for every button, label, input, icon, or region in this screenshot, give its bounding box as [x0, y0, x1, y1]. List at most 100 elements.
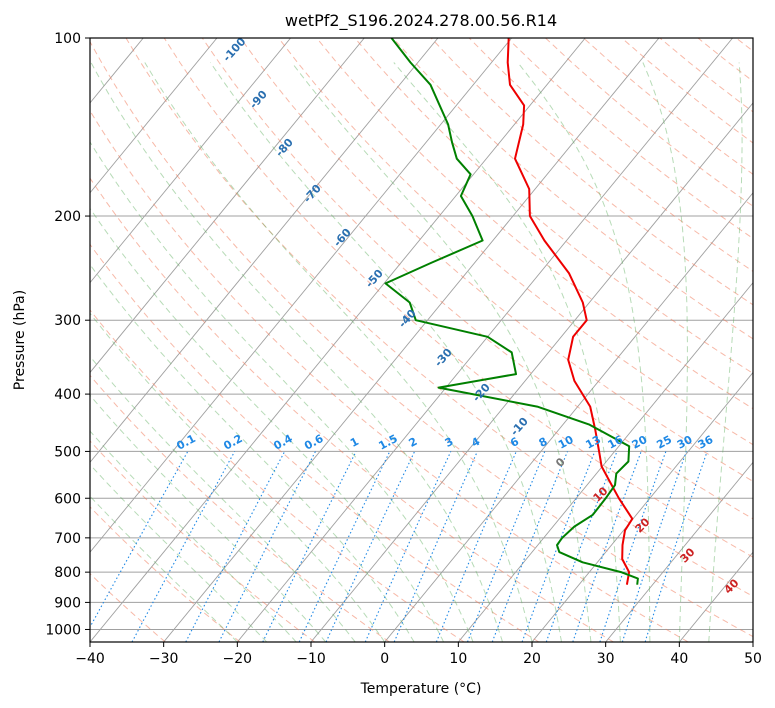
mixing-ratio-line: [393, 451, 478, 642]
dewpoint-profile-line: [384, 38, 639, 585]
isotherm-line: [90, 38, 586, 642]
mixing-ratio-line: [262, 451, 357, 642]
mixing-ratio-label: 36: [696, 433, 716, 452]
mixing-ratio-layer: [90, 451, 708, 642]
series-layer: [384, 38, 639, 585]
y-tick-label: 800: [54, 565, 81, 581]
dry-adiabat-line: [201, 38, 753, 520]
moist-adiabat-line: [90, 312, 386, 642]
mixing-ratio-line: [435, 451, 517, 642]
dry-adiabat-line: [90, 309, 465, 642]
y-tick-label: 900: [54, 595, 81, 611]
mixing-ratio-label: 0.6: [302, 432, 326, 453]
moist-adiabat-line: [90, 495, 238, 642]
mixing-ratio-label: 16: [606, 433, 626, 452]
y-tick-label: 400: [54, 387, 81, 403]
x-tick-label: −20: [223, 651, 253, 667]
isotherm-line: [384, 192, 753, 642]
moist-adiabat-line: [90, 62, 503, 642]
mixing-ratio-label: 20: [630, 433, 650, 452]
mixing-ratio-label: 3: [443, 435, 456, 450]
isotherm-line: [0, 38, 70, 642]
y-axis: 100 200 300 400 500 600 700 800 900 1000: [45, 31, 90, 638]
mixing-ratio-label: 4: [469, 435, 482, 450]
mixing-ratio-label: 10: [556, 433, 576, 452]
dry-adiabat-label: -90: [247, 88, 270, 112]
mixing-ratio-line: [218, 451, 316, 642]
moist-adiabat-line: [393, 62, 621, 642]
moist-adiabat-line: [90, 263, 415, 642]
y-axis-title: Pressure (hPa): [12, 290, 28, 390]
isotherm-line: [90, 38, 512, 553]
x-tick-label: −10: [296, 651, 326, 667]
dry-adiabat-line: [90, 177, 614, 642]
isotherm-line: [236, 38, 733, 642]
mixing-ratio-line: [545, 451, 618, 642]
dry-adiabat-line: [90, 572, 166, 642]
dry-adiabat-line: [506, 38, 753, 240]
temperature-profile-line: [506, 38, 634, 585]
moist-adiabat-label: 0: [553, 455, 568, 470]
x-tick-label: 50: [744, 651, 762, 667]
y-tick-label: 1000: [45, 622, 81, 638]
moist-adiabat-line: [90, 207, 445, 642]
dry-adiabat-label: -50: [363, 267, 386, 291]
dry-adiabat-line: [90, 440, 316, 642]
mixing-ratio-line: [572, 451, 642, 642]
moist-adiabat-line: [90, 430, 297, 642]
dry-adiabat-line: [697, 38, 753, 82]
dry-adiabat-line: [90, 243, 540, 642]
moist-adiabat-label: 40: [722, 576, 742, 596]
dry-adiabat-line: [239, 38, 753, 482]
mixing-ratio-label: 25: [654, 433, 674, 452]
dry-adiabat-line: [583, 38, 753, 175]
mixing-ratio-line: [521, 451, 596, 642]
moist-adiabat-line: [517, 62, 651, 642]
adiabat-layer: [90, 38, 753, 642]
isotherm-line: [457, 281, 753, 642]
y-tick-label: 200: [54, 209, 81, 225]
mixing-ratio-label: 2: [407, 435, 420, 450]
isotherm-line: [605, 461, 753, 642]
mixing-ratio-label: 30: [675, 433, 695, 452]
dry-adiabat-label: -60: [331, 226, 354, 250]
isotherm-line: [752, 641, 753, 642]
dry-adiabat-label: -10: [508, 415, 531, 439]
mixing-ratio-line: [644, 451, 708, 642]
y-tick-label: 700: [54, 531, 81, 547]
grid-layer: [0, 38, 753, 642]
dry-adiabat-line: [430, 38, 753, 306]
plot-frame: [89, 37, 754, 643]
dry-adiabat-line: [354, 38, 753, 374]
dry-adiabat-line: [90, 506, 241, 642]
dry-adiabat-label: -30: [432, 346, 455, 370]
x-tick-label: −30: [149, 651, 179, 667]
mixing-ratio-line: [491, 451, 569, 642]
isotherm-line: [90, 38, 365, 374]
moist-adiabat-line: [90, 355, 356, 642]
dry-adiabat-line: [621, 38, 753, 144]
y-tick-label: 300: [54, 313, 81, 329]
mixing-ratio-label: 8: [537, 435, 550, 450]
moist-adiabat-label: 20: [633, 515, 653, 535]
mixing-ratio-line: [131, 451, 236, 642]
moist-adiabat-line: [209, 62, 562, 642]
isotherm-line: [163, 38, 660, 642]
isotherm-line: [90, 38, 218, 194]
y-tick-label: 500: [54, 444, 81, 460]
mixing-ratio-label: 0.2: [221, 432, 244, 453]
x-tick-label: 0: [380, 651, 389, 667]
mixing-ratio-label: 1.5: [376, 432, 399, 453]
mixing-ratio-line: [298, 451, 391, 642]
dry-adiabat-line: [659, 38, 753, 113]
x-tick-label: 20: [523, 651, 541, 667]
dry-adiabat-line: [90, 40, 753, 638]
dry-adiabat-line: [90, 109, 689, 642]
dry-adiabat-label: -100: [220, 35, 248, 64]
mixing-ratio-label: 0.1: [174, 432, 197, 453]
moist-adiabat-label: 10: [591, 484, 611, 504]
isotherm-line: [531, 371, 753, 642]
mixing-ratio-label: 1: [348, 435, 361, 450]
x-axis-title: Temperature (°C): [360, 681, 482, 697]
